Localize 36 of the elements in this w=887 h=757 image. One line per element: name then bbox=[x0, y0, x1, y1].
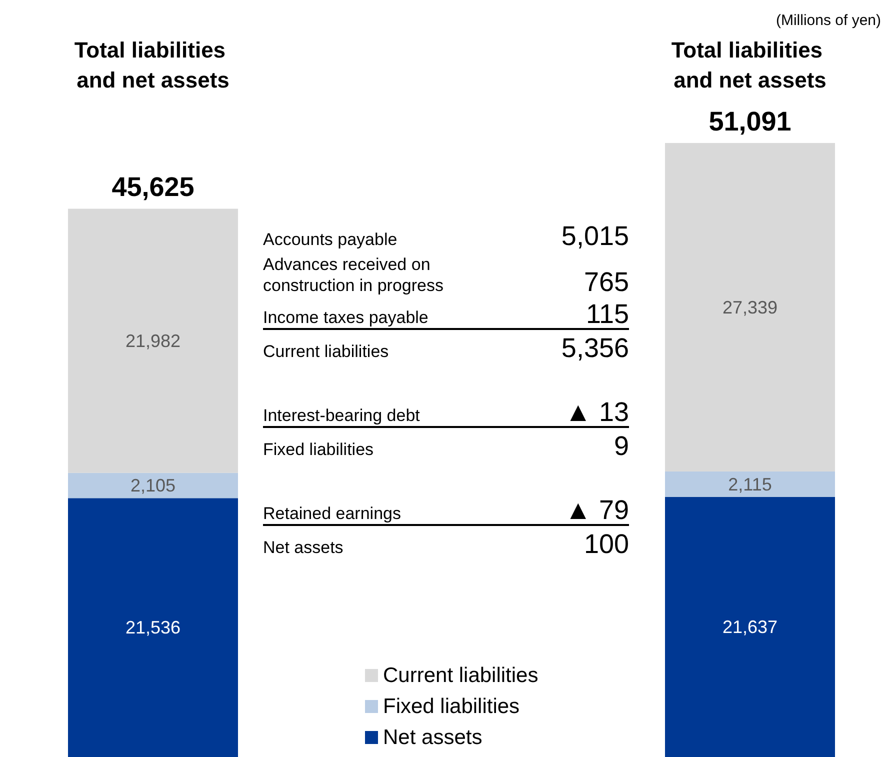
text: (Millions of yen) bbox=[776, 12, 881, 29]
legend-label: Net assets bbox=[383, 726, 482, 749]
data-label: 27,339 bbox=[722, 297, 778, 318]
legend-label: Fixed liabilities bbox=[383, 695, 520, 718]
annotation: Advances received on construction in progress bbox=[263, 254, 444, 296]
bar bbox=[665, 496, 835, 757]
bar bbox=[665, 472, 835, 497]
annotation: Interest-bearing debt bbox=[263, 405, 420, 426]
bar bbox=[68, 472, 238, 498]
annotation: 5,015 bbox=[561, 221, 629, 251]
data-label: 21,536 bbox=[125, 618, 181, 638]
data-label: 21,637 bbox=[722, 616, 778, 637]
x-tick-label: Total liabilities and net assets bbox=[74, 38, 232, 92]
data-label: 2,115 bbox=[728, 474, 772, 494]
data-label: 2,105 bbox=[130, 476, 176, 496]
legend-label: Current liabilities bbox=[383, 664, 538, 687]
annotation: 765 bbox=[584, 267, 629, 297]
total-label: 51,091 bbox=[708, 106, 792, 136]
bar bbox=[68, 208, 238, 473]
annotation: Current liabilities bbox=[263, 341, 389, 362]
bar bbox=[665, 143, 835, 472]
annotation: Accounts payable bbox=[263, 229, 398, 250]
annotation: Net assets bbox=[263, 537, 344, 558]
x-tick-label: Total liabilities and net assets bbox=[671, 38, 829, 92]
annotation: Income taxes payable bbox=[263, 307, 428, 328]
annotation: ▲ 79 bbox=[564, 495, 629, 525]
annotation: 100 bbox=[584, 529, 629, 559]
annotation: Retained earnings bbox=[263, 503, 401, 524]
annotation: 9 bbox=[614, 431, 629, 461]
bar bbox=[68, 498, 238, 757]
data-label: 21,982 bbox=[125, 330, 181, 351]
annotation: Fixed liabilities bbox=[263, 439, 374, 460]
annotation: 115 bbox=[586, 299, 629, 329]
annotation: 5,356 bbox=[561, 333, 629, 363]
total-label: 45,625 bbox=[112, 172, 194, 202]
annotation: ▲ 13 bbox=[564, 397, 629, 427]
